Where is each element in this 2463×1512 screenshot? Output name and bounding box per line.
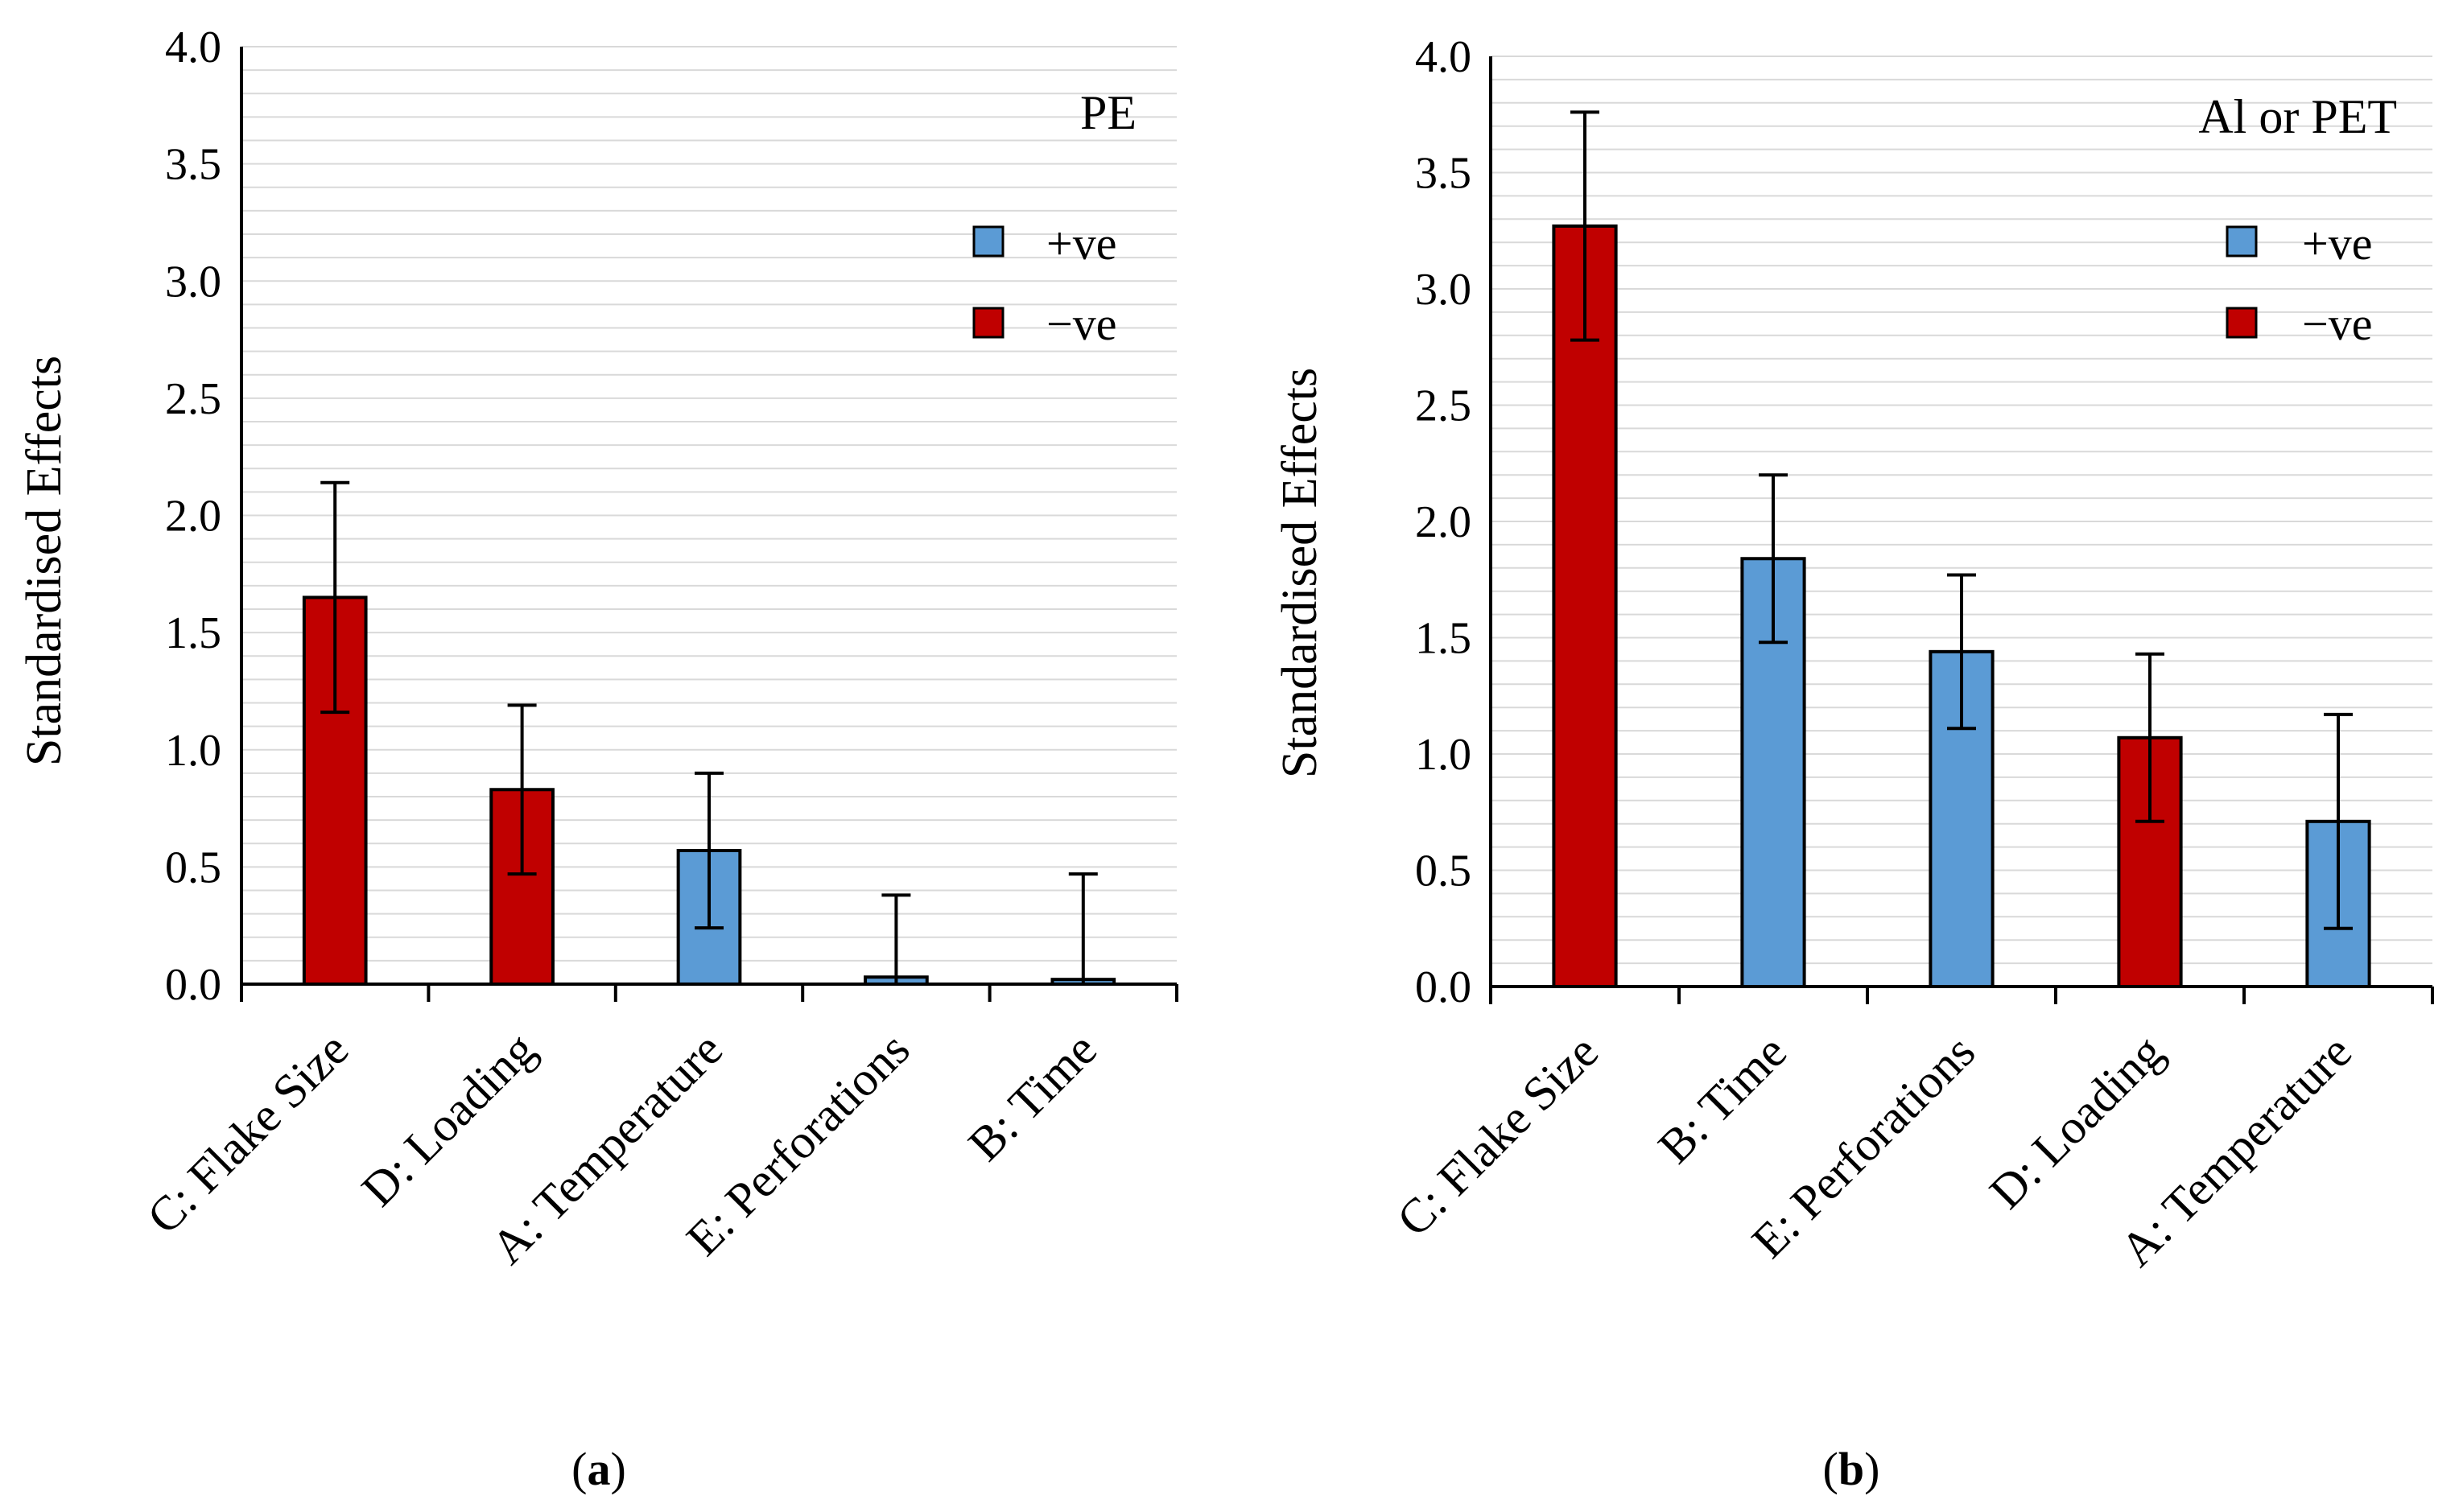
- y-tick-label: 2.0: [165, 492, 221, 542]
- y-tick-label: 0.0: [1415, 962, 1471, 1012]
- x-tick-label: B: Time: [1648, 1025, 1797, 1174]
- panel-caption-letter: a: [588, 1443, 611, 1495]
- legend-label-negative: −ve: [2302, 298, 2372, 350]
- x-tick-label: D: Loading: [1979, 1025, 2173, 1219]
- y-tick-label: 1.0: [1415, 730, 1471, 780]
- bars: [302, 480, 1116, 987]
- panel-tag: Al or PET: [2198, 90, 2397, 143]
- y-tick-label: 0.0: [165, 960, 221, 1010]
- y-tick-label: 2.5: [165, 374, 221, 424]
- legend: +ve −ve: [972, 217, 1116, 350]
- bar: [1552, 224, 1618, 989]
- y-tick-label: 1.5: [1415, 614, 1471, 664]
- chart-panel-a: 0.0 0.5 1.0 1.5 2.0 2.5 3.0 3.5 4.0 C: Flake Siz…: [17, 23, 1178, 1495]
- axes: [240, 47, 1178, 1002]
- y-tick-label: 2.5: [1415, 381, 1471, 431]
- legend-label-negative: −ve: [1046, 298, 1116, 350]
- y-tick-label: 3.0: [1415, 265, 1471, 315]
- legend-label-positive: +ve: [2302, 217, 2372, 270]
- y-tick-label: 4.0: [1415, 32, 1471, 82]
- panel-caption-letter: b: [1838, 1443, 1864, 1495]
- y-tick-label: 3.0: [165, 257, 221, 307]
- panel-caption: (b): [1823, 1443, 1880, 1495]
- panel-caption: (a): [571, 1443, 626, 1495]
- legend-swatch-negative: [2226, 307, 2258, 339]
- legend-swatch-positive: [2226, 225, 2258, 257]
- x-tick-label: D: Loading: [352, 1023, 546, 1217]
- y-tick-label: 2.0: [1415, 497, 1471, 547]
- y-tick-label: 1.0: [165, 726, 221, 776]
- y-tick-label: 4.0: [165, 23, 221, 72]
- legend-swatch-negative: [972, 307, 1005, 339]
- legend-swatch-positive: [972, 225, 1005, 257]
- axes: [1489, 56, 2434, 1004]
- legend: +ve −ve: [2226, 217, 2372, 350]
- y-tick-label: 0.5: [1415, 847, 1471, 896]
- y-tick-label: 3.5: [1415, 149, 1471, 199]
- panel-tag: PE: [1080, 86, 1137, 139]
- y-tick-labels: 0.0 0.5 1.0 1.5 2.0 2.5 3.0 3.5 4.0: [165, 23, 221, 1010]
- y-axis-label: Standardised Effects: [1273, 368, 1327, 778]
- y-tick-label: 3.5: [165, 140, 221, 190]
- x-tick-label: B: Time: [958, 1023, 1107, 1172]
- gridlines: [241, 46, 1177, 962]
- y-tick-label: 1.5: [165, 608, 221, 658]
- x-tick-label: C: Flake Size: [1387, 1025, 1608, 1246]
- legend-label-positive: +ve: [1046, 217, 1116, 270]
- y-tick-label: 0.5: [165, 843, 221, 892]
- bars: [1552, 110, 2371, 989]
- x-tick-label: C: Flake Size: [137, 1023, 358, 1244]
- chart-panel-b: 0.0 0.5 1.0 1.5 2.0 2.5 3.0 3.5 4.0 C: Flake Siz…: [1273, 32, 2434, 1495]
- y-tick-labels: 0.0 0.5 1.0 1.5 2.0 2.5 3.0 3.5 4.0: [1415, 32, 1471, 1012]
- y-axis-label: Standardised Effects: [17, 356, 72, 766]
